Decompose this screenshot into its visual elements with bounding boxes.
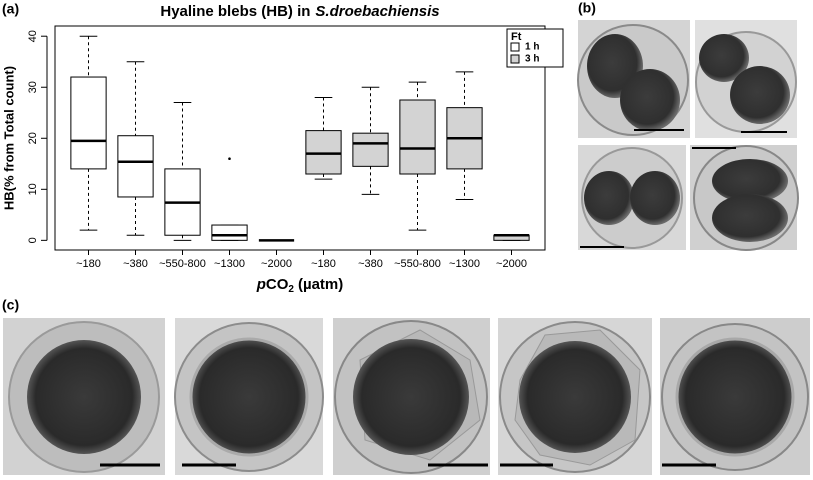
legend-swatch: [510, 42, 520, 52]
chart-title: Hyaline blebs (HB) in S.droebachiensis: [160, 3, 439, 20]
blastomere: [584, 171, 634, 225]
x-tick-label: ~180: [311, 258, 336, 270]
title-species: S.droebachiensis: [315, 3, 439, 20]
egg: [189, 337, 309, 457]
plot: 0 10 20 30 40 ~180 ~380 ~550-800 ~1300 ~2000 ~180 ~…: [27, 28, 564, 270]
x-tick-label: ~550-800: [394, 258, 441, 270]
x-axis-label: pCO2 (µatm): [256, 276, 344, 295]
egg: [27, 340, 141, 454]
x-label-sub: 2: [288, 284, 294, 295]
x-tick-label: ~2000: [261, 258, 292, 270]
box: [352, 132, 389, 167]
x-tick-label: ~380: [358, 258, 383, 270]
x-label-unit: (µatm): [298, 276, 343, 293]
blastomere: [699, 34, 749, 82]
box: [70, 76, 107, 170]
blastomere: [730, 66, 790, 124]
legend-title: Ft: [511, 31, 522, 43]
x-tick-label: ~180: [76, 258, 101, 270]
micrographs-c: [3, 318, 810, 475]
blastomere: [712, 194, 788, 242]
title-text: Hyaline blebs (HB) in: [160, 3, 310, 20]
egg: [675, 337, 795, 457]
egg: [353, 339, 469, 455]
panel-label: (b): [578, 0, 596, 16]
blastomere: [712, 159, 788, 203]
y-tick-label: 10: [27, 183, 39, 195]
egg: [519, 341, 631, 453]
x-tick-label: ~550-800: [159, 258, 206, 270]
box: [117, 135, 154, 198]
box: [399, 99, 436, 175]
y-tick-label: 20: [27, 132, 39, 144]
box: [211, 224, 248, 241]
x-tick-label: ~380: [123, 258, 148, 270]
x-label-main: CO: [266, 276, 289, 293]
panel-label: (c): [2, 297, 19, 313]
legend-label: 3 h: [525, 54, 539, 65]
blastomere: [620, 69, 680, 131]
y-tick-label: 40: [27, 30, 39, 42]
legend-label: 1 h: [525, 42, 539, 53]
micrographs-b: [577, 20, 799, 251]
box: [305, 130, 342, 175]
legend-swatch: [510, 54, 520, 64]
x-label-italic: p: [256, 276, 266, 293]
y-axis-label: HB(% from Total count): [1, 66, 16, 210]
y-tick-label: 30: [27, 81, 39, 93]
blastomere: [630, 171, 680, 225]
plot-frame: [54, 25, 546, 251]
x-tick-label: ~2000: [496, 258, 527, 270]
x-tick-label: ~1300: [449, 258, 480, 270]
outlier: [228, 157, 231, 160]
y-tick-label: 0: [27, 237, 39, 243]
panel-label: (a): [2, 1, 19, 17]
x-tick-label: ~1300: [214, 258, 245, 270]
